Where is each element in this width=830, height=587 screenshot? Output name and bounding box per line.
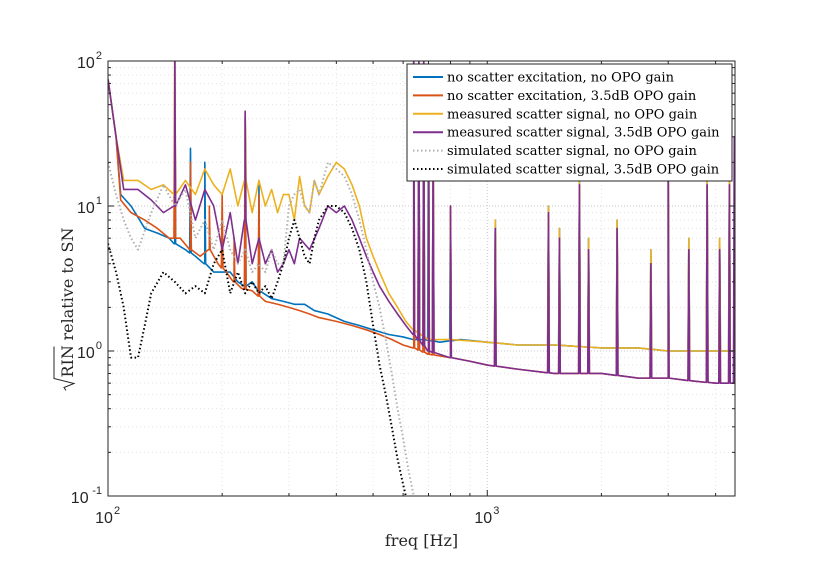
legend-label: simulated scatter signal, no OPO gain [447,144,697,159]
series-line-5 [108,161,415,496]
legend-entry: measured scatter signal, no OPO gain [413,107,698,122]
legend-label: no scatter excitation, no OPO gain [447,71,675,86]
legend-label: measured scatter signal, 3.5dB OPO gain [447,126,720,141]
y-tick-label: -110 [71,485,102,507]
legend-entries: no scatter excitation, no OPO gain no sca… [413,71,720,178]
x-tick-label: 10 2 [95,505,120,527]
y-tick-base: 10 [77,200,95,217]
y-tick-base: 10 [77,345,95,362]
x-tick-exponent: 3 [493,505,499,517]
y-tick-label: 110 [77,195,102,217]
x-axis-label: freq [Hz] [385,531,458,550]
y-axis-sqrt-sign [53,346,76,391]
legend-box [406,63,733,182]
legend-entry: measured scatter signal, 3.5dB OPO gain [413,126,720,141]
axes-frame [107,60,736,497]
x-tick-base: 10 [95,510,113,527]
minor-grid [108,61,735,496]
x-tick-exponent: 2 [114,505,120,517]
axis-ticks [107,60,735,497]
series-line-6 [108,205,407,496]
y-tick-exponent: 0 [96,340,102,352]
y-tick-label: 210 [77,50,102,72]
y-tick-label: 010 [77,340,102,362]
y-tick-base: 10 [71,490,89,507]
y-tick-exponent: -1 [92,485,102,497]
legend: no scatter excitation, no OPO gain no sca… [406,63,733,182]
y-axis-sqrt-argument: RIN [58,345,77,377]
legend-entry: no scatter excitation, 3.5dB OPO gain [413,89,697,104]
y-tick-exponent: 2 [96,50,102,62]
x-tick-label: 10 3 [474,505,499,527]
series-layer [108,61,735,496]
series-line-4 [108,61,735,384]
legend-label: simulated scatter signal, 3.5dB OPO gain [447,163,720,178]
legend-entry: no scatter excitation, no OPO gain [413,71,675,86]
legend-label: measured scatter signal, no OPO gain [447,107,698,122]
y-axis-label-text: relative to SN [58,227,77,340]
legend-entry: simulated scatter signal, 3.5dB OPO gain [413,163,720,178]
y-tick-base: 10 [77,55,95,72]
x-tick-base: 10 [474,510,492,527]
legend-label: no scatter excitation, 3.5dB OPO gain [447,89,697,104]
y-axis-label: RIN relative to SN [53,227,77,391]
legend-entry: simulated scatter signal, no OPO gain [413,144,697,159]
y-tick-exponent: 1 [96,195,102,207]
